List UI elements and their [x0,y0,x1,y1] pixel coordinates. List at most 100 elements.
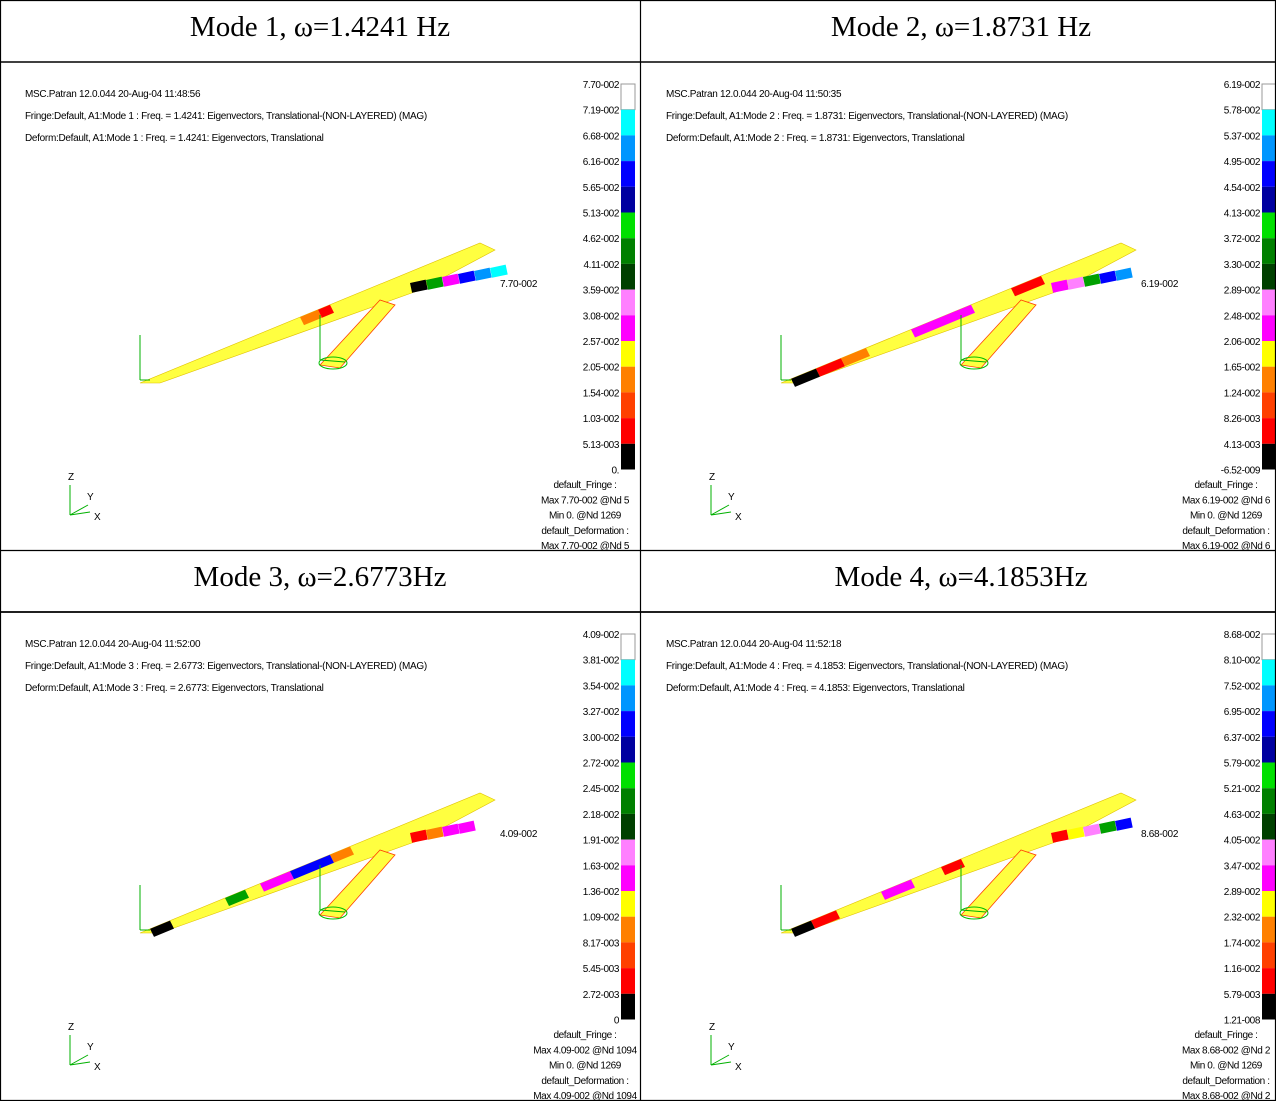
legend-swatch [1262,84,1276,110]
legend-note: Min 0. @Nd 1269 [549,511,622,522]
legend-swatch [621,238,635,264]
legend-label: 8.68-002 [1224,630,1261,641]
legend-label: 2.89-002 [1224,286,1261,297]
legend-label: 4.95-002 [1224,157,1261,168]
legend-note: Max 4.09-002 @Nd 1094 [533,1091,637,1101]
legend-note: default_Fringe : [1194,1030,1257,1041]
legend-label: 5.45-003 [583,964,620,975]
legend-label: 5.21-002 [1224,784,1261,795]
legend-swatch [621,290,635,316]
legend-swatch [621,891,635,917]
legend-label: -6.52-009 [1221,466,1261,477]
legend-label: 4.13-003 [1224,440,1261,451]
legend-swatch [621,711,635,737]
legend-swatch [621,968,635,994]
legend-note: default_Deformation : [541,1076,628,1087]
panel-title: Mode 3, ω=2.6773Hz [194,561,447,593]
legend-swatch [1262,968,1276,994]
results-table: Mode 1, ω=1.4241 HzMSC.Patran 12.0.044 2… [0,0,1276,1101]
legend-swatch [621,865,635,891]
legend-label: 1.09-002 [583,913,620,924]
legend-note: Min 0. @Nd 1269 [549,1061,622,1072]
legend-label: 4.11-002 [583,260,619,271]
legend-swatch [1262,994,1276,1020]
legend-label: 2.89-002 [1224,887,1261,898]
legend-label: 4.05-002 [1224,836,1261,847]
legend-label: 2.18-002 [583,810,620,821]
header-line: MSC.Patran 12.0.044 20-Aug-04 11:52:18 [666,639,842,650]
legend-swatch [1262,685,1276,711]
legend-swatch [1262,135,1276,161]
triad-label: X [735,512,742,523]
legend-swatch [1262,341,1276,367]
legend-swatch [621,213,635,239]
legend-swatch [621,763,635,789]
legend-label: 2.72-003 [583,990,620,1001]
legend-note: Min 0. @Nd 1269 [1190,511,1263,522]
legend-swatch [1262,814,1276,840]
legend-swatch [621,264,635,290]
legend-note: Max 8.68-002 @Nd 2 [1182,1091,1271,1101]
legend-label: 3.00-002 [583,733,620,744]
legend-swatch [1262,418,1276,444]
legend-label: 5.79-002 [1224,759,1261,770]
legend-swatch [621,367,635,393]
legend-swatch [1262,891,1276,917]
legend-label: 1.54-002 [583,388,620,399]
legend-note: Max 6.19-002 @Nd 6 [1182,495,1271,506]
legend-swatch [1262,161,1276,187]
triad-label: X [735,1062,742,1073]
legend-label: 2.48-002 [1224,311,1261,322]
legend-swatch [621,660,635,686]
legend-swatch [1262,942,1276,968]
legend-swatch [1262,367,1276,393]
legend-swatch [1262,444,1276,470]
legend-swatch [621,135,635,161]
header-line: Deform:Default, A1:Mode 3 : Freq. = 2.67… [25,683,324,694]
legend-label: 1.36-002 [583,887,620,898]
header-line: Fringe:Default, A1:Mode 4 : Freq. = 4.18… [666,661,1068,672]
legend-label: 3.30-002 [1224,260,1261,271]
legend-label: 2.72-002 [583,759,620,770]
header-line: Fringe:Default, A1:Mode 3 : Freq. = 2.67… [25,661,427,672]
header-line: MSC.Patran 12.0.044 20-Aug-04 11:52:00 [25,639,201,650]
callout: 8.68-002 [1141,829,1179,840]
legend-label: 3.47-002 [1224,861,1261,872]
legend-swatch [1262,290,1276,316]
header-line: Deform:Default, A1:Mode 1 : Freq. = 1.42… [25,133,324,144]
legend-note: default_Deformation : [1182,1076,1269,1087]
legend-swatch [621,161,635,187]
legend-swatch [1262,917,1276,943]
legend-swatch [621,737,635,763]
legend-swatch [1262,392,1276,418]
legend-label: 8.26-003 [1224,414,1261,425]
triad-label: Y [728,492,735,503]
legend-label: 5.37-002 [1224,131,1261,142]
legend-label: 1.24-002 [1224,388,1261,399]
legend-label: 3.08-002 [583,311,620,322]
legend-label: 6.95-002 [1224,707,1261,718]
legend-label: 2.45-002 [583,784,620,795]
legend-swatch [1262,315,1276,341]
legend-swatch [621,840,635,866]
triad-label: Z [68,472,74,483]
legend-swatch [621,634,635,660]
legend-label: 1.65-002 [1224,363,1261,374]
header-line: MSC.Patran 12.0.044 20-Aug-04 11:50:35 [666,89,842,100]
legend-swatch [621,444,635,470]
legend-swatch [1262,187,1276,213]
legend-label: 4.09-002 [583,630,620,641]
legend-label: 6.68-002 [583,131,620,142]
legend-label: 3.72-002 [1224,234,1261,245]
legend-label: 5.65-002 [583,183,620,194]
callout: 4.09-002 [500,829,538,840]
legend-note: default_Deformation : [541,526,628,537]
legend-label: 2.57-002 [583,337,620,348]
triad-label: Z [709,1022,715,1033]
legend-label: 8.17-003 [583,938,620,949]
header-line: Fringe:Default, A1:Mode 1 : Freq. = 1.42… [25,111,427,122]
legend-note: Min 0. @Nd 1269 [1190,1061,1263,1072]
legend-label: 5.78-002 [1224,106,1261,117]
triad-label: Y [728,1042,735,1053]
legend-swatch [1262,865,1276,891]
